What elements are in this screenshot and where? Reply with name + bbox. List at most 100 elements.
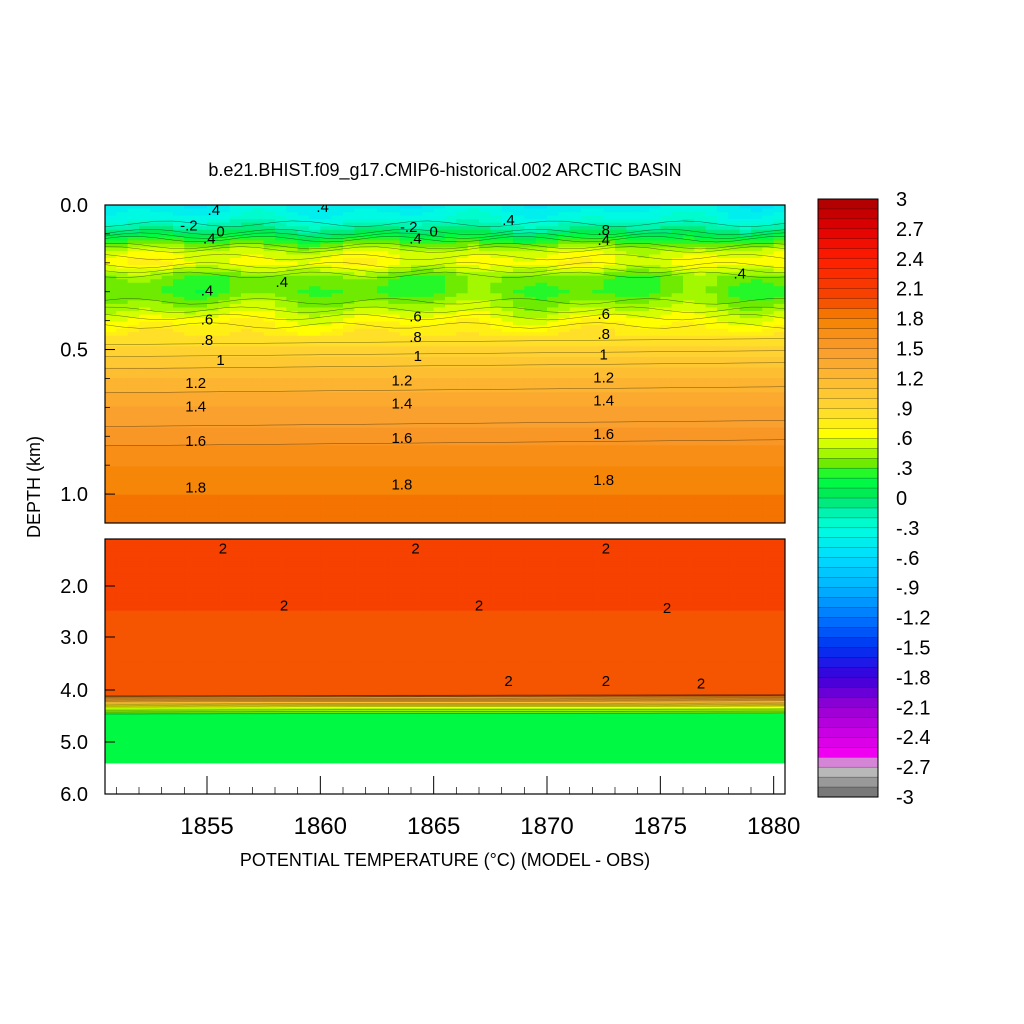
colorbar-swatch [817,637,879,649]
x-tick-label: 1880 [747,813,800,840]
colorbar-swatch [817,248,879,260]
contour-label: 1.8 [185,479,206,496]
colorbar-swatch [817,388,879,399]
colorbar-tick-label: -2.1 [896,697,930,719]
colorbar-swatch [817,607,879,619]
colorbar [817,198,879,798]
colorbar-swatch [817,677,879,688]
contour-label: 0 [430,223,438,240]
colorbar-tick-label: -1.8 [896,667,930,689]
contour-label: 1.6 [185,433,206,450]
lower-contour-labels: 2 2 2 2 2 2 2 2 2 [219,540,706,692]
x-tick-label: 1870 [520,813,573,840]
lower-panel: 2 2 2 2 2 2 2 2 2 [105,539,785,764]
colorbar-tick-label: 2.1 [896,279,924,301]
colorbar-tick-label: 2.7 [896,219,924,241]
x-tick-label: 1855 [180,813,233,840]
colorbar-swatch [817,467,879,479]
colorbar-swatch [817,228,879,240]
lower-panel-frame [104,538,786,795]
contour-label: .8 [409,329,422,346]
contour-label: .4 [316,199,329,216]
upper-contour-lines [105,220,785,447]
contour-label: 2 [697,676,705,693]
contour-label: .4 [276,274,289,291]
colorbar-tick-label: 1.2 [896,368,924,390]
colorbar-swatch [817,238,879,250]
colorbar-swatch [817,378,879,389]
contour-label: .4 [502,212,515,229]
y-axis-label: DEPTH (km) [24,436,44,538]
contour-label: -.2 [400,219,418,236]
y-tick-label: 2.0 [60,576,88,598]
colorbar-swatch [817,766,879,778]
colorbar-swatch [817,527,879,539]
contour-label: 2 [602,540,610,557]
contour-label: 1 [216,352,224,369]
colorbar-swatch [817,717,879,728]
colorbar-swatch [817,737,879,748]
contour-label: 2 [504,673,512,690]
contour-label: 1.6 [391,430,412,447]
colorbar-swatch [817,687,879,698]
y-tick-label: 6.0 [60,784,88,806]
colorbar-ticks: 3 2.7 2.4 2.1 1.8 1.5 1.2 .9 .6 .3 0 -.3 -.6 -.9 -1.2 -… [896,189,930,809]
colorbar-swatch [817,318,879,330]
contour-label: 1.2 [185,375,206,392]
contour-label: .6 [409,309,422,326]
y-tick-label: 3.0 [60,627,88,649]
contour-label: .8 [597,222,610,239]
colorbar-swatch [817,497,879,509]
colorbar-swatch [817,776,879,788]
colorbar-frame [817,198,879,798]
colorbar-swatch [817,448,879,459]
contour-label: 1 [600,346,608,363]
contour-label: 1 [414,348,422,365]
colorbar-swatch [817,308,879,320]
colorbar-swatch [817,786,879,798]
colorbar-swatch [817,587,879,599]
colorbar-swatch [817,747,879,758]
colorbar-swatch [817,418,879,429]
colorbar-tick-label: -3 [896,787,914,809]
colorbar-swatch [817,338,879,350]
colorbar-tick-label: .9 [896,398,913,420]
colorbar-swatch [817,368,879,379]
contour-label: 1.6 [593,426,614,443]
x-tick-label: 1865 [407,813,460,840]
colorbar-tick-label: 3 [896,189,907,211]
y-tick-label: 4.0 [60,680,88,702]
colorbar-swatch [817,258,879,270]
colorbar-swatch [817,268,879,280]
contour-label: 1.4 [593,393,614,410]
colorbar-swatch [817,517,879,529]
contour-label: .4 [201,283,214,300]
colorbar-tick-label: -2.7 [896,757,930,779]
colorbar-swatch [817,398,879,409]
contour-label: -.2 [180,218,198,235]
contour-label: .4 [203,231,216,248]
colorbar-swatch [817,218,879,230]
contour-label: .4 [733,265,746,282]
colorbar-swatch [817,428,879,439]
colorbar-swatch [817,208,879,220]
colorbar-swatch [817,278,879,290]
colorbar-swatch [817,537,879,549]
colorbar-swatch [817,458,879,469]
colorbar-swatch [817,298,879,310]
lower-contour-lines [105,694,785,715]
contour-label: 1.2 [593,369,614,386]
x-tick-label: 1875 [634,813,687,840]
lower-field-fill [105,539,785,764]
chart-title: b.e21.BHIST.f09_g17.CMIP6-historical.002… [208,160,681,181]
colorbar-swatch [817,198,879,210]
colorbar-tick-label: -.9 [896,578,919,600]
contour-label: 1.4 [391,395,412,412]
colorbar-swatch [817,487,879,499]
colorbar-swatch [817,577,879,589]
colorbar-swatch [817,328,879,340]
colorbar-swatch [817,438,879,449]
colorbar-tick-label: .3 [896,458,913,480]
upper-panel-frame [104,204,786,524]
upper-panel: .4-.2 0.4.4-.2 0.4.4.8.4.4.4.4.6.6.6.8.8.8… [105,199,785,523]
